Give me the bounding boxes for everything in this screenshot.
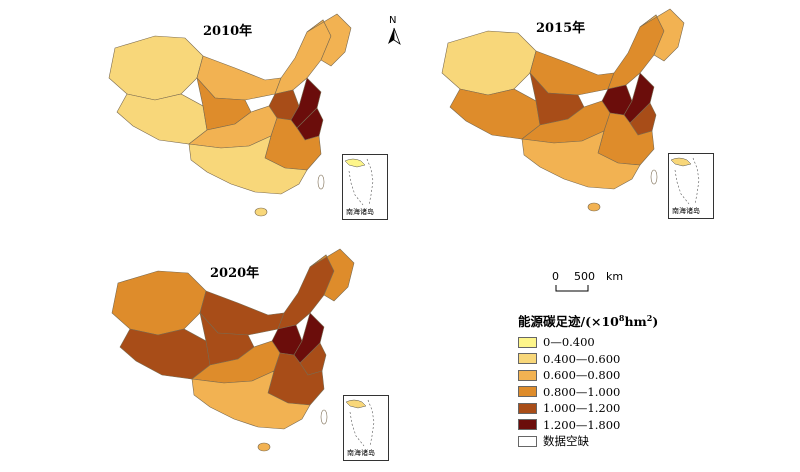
province-region: [441, 30, 537, 96]
legend-swatch: [518, 435, 537, 447]
map-panel-2010: 2010年 南海诸岛: [85, 8, 388, 233]
province-region: [111, 270, 207, 336]
legend-label: 数据空缺: [543, 434, 589, 449]
north-label: N: [389, 15, 397, 26]
china-map-2010: [108, 13, 352, 217]
map-title-2020: 2020年: [210, 266, 260, 281]
scale-value: 500: [574, 270, 595, 283]
china-map-2015: [441, 8, 685, 212]
china-map-2020: [111, 248, 355, 452]
scale-unit: km: [606, 270, 624, 283]
map-panel-2015: 2015年 南海诸岛: [418, 3, 714, 228]
legend-label: 0.600—0.800: [543, 368, 621, 383]
legend-item: 1.200—1.800: [518, 417, 658, 434]
hainan-island: [257, 442, 271, 452]
scale-line: [555, 285, 589, 292]
province-region: [108, 35, 204, 101]
legend-item: 0.800—1.000: [518, 384, 658, 401]
inset-label: 南海诸岛: [347, 449, 375, 457]
legend-item: 0.600—0.800: [518, 367, 658, 384]
province-region: [306, 13, 352, 67]
legend-title: 能源碳足迹/(×108hm2): [518, 312, 659, 329]
legend-label: 0—0.400: [543, 335, 595, 350]
taiwan-island: [650, 169, 658, 185]
province-region: [188, 135, 308, 195]
province-region: [449, 88, 541, 140]
legend-label: 1.200—1.800: [543, 417, 621, 432]
legend-label: 1.000—1.200: [543, 401, 621, 416]
hainan-island: [587, 202, 601, 212]
legend-swatch: [518, 336, 537, 348]
legend-swatch: [518, 419, 537, 431]
inset-map: [344, 158, 374, 206]
inset-map: [345, 399, 375, 447]
taiwan-island: [317, 174, 325, 190]
legend-item: 0—0.400: [518, 334, 658, 351]
province-region: [191, 370, 311, 430]
legend-swatch: [518, 402, 537, 414]
map-title-2010: 2010年: [203, 24, 253, 39]
legend-label: 0.400—0.600: [543, 351, 621, 366]
south-china-sea-inset: 南海诸岛: [668, 153, 714, 219]
scale-bar: 0 500 km: [552, 270, 642, 296]
province-region: [116, 93, 208, 145]
legend-label: 0.800—1.000: [543, 384, 621, 399]
legend-item: 0.400—0.600: [518, 351, 658, 368]
south-china-sea-inset: 南海诸岛: [342, 154, 388, 220]
province-region: [521, 130, 641, 190]
province-region: [309, 248, 355, 302]
legend-item: 数据空缺: [518, 433, 658, 450]
legend-swatch: [518, 369, 537, 381]
legend-item: 1.000—1.200: [518, 400, 658, 417]
inset-label: 南海诸岛: [346, 208, 374, 216]
south-china-sea-inset: 南海诸岛: [343, 395, 389, 461]
hainan-island: [254, 207, 268, 217]
taiwan-island: [320, 409, 328, 425]
map-title-2015: 2015年: [536, 21, 586, 36]
province-region: [639, 8, 685, 62]
inset-label: 南海诸岛: [672, 207, 700, 215]
legend: 能源碳足迹/(×108hm2) 0—0.400 0.400—0.600 0.600—…: [518, 311, 658, 450]
map-panel-2020: 2020年 南海诸岛: [88, 243, 389, 468]
legend-swatch: [518, 353, 537, 365]
legend-swatch: [518, 386, 537, 398]
scale-zero: 0: [552, 270, 559, 283]
north-arrow-icon: N: [385, 15, 403, 46]
inset-map: [670, 157, 700, 205]
province-region: [119, 328, 211, 380]
